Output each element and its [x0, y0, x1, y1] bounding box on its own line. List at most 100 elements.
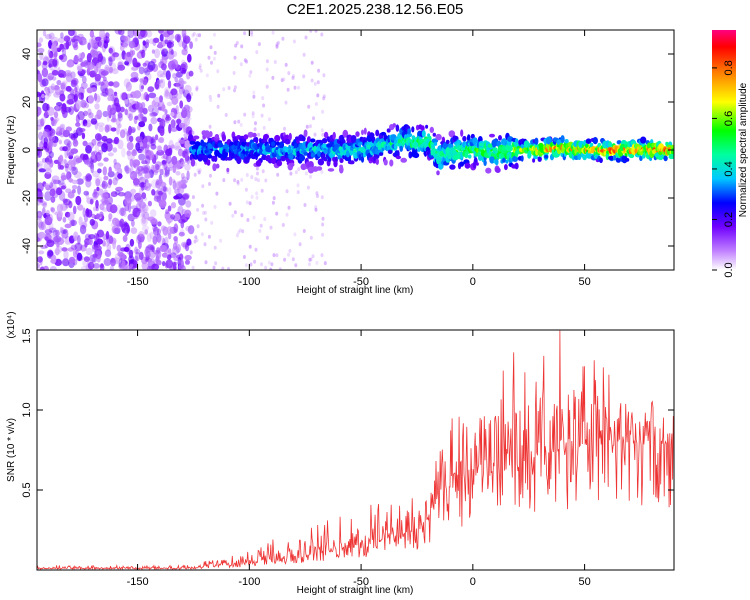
heatmap-cell — [181, 48, 188, 56]
heatmap-cell — [250, 32, 254, 37]
heatmap-cell — [173, 236, 178, 242]
heatmap-cell — [102, 76, 107, 82]
heatmap-cell — [257, 132, 261, 137]
heatmap-cell — [153, 97, 161, 103]
heatmap-cell — [172, 242, 178, 250]
heatmap-cell — [39, 266, 45, 270]
heatmap-cell — [38, 37, 44, 43]
heatmap-cell — [214, 261, 218, 266]
heatmap-cell — [257, 178, 260, 183]
heatmap-cell — [408, 151, 413, 159]
heatmap-cell — [278, 267, 282, 270]
heatmap-cell — [222, 178, 226, 183]
heatmap-cell — [102, 110, 109, 118]
heatmap-cell — [37, 231, 46, 239]
heatmap-cell — [339, 165, 344, 174]
heatmap-cell — [50, 83, 56, 91]
heatmap-cell — [141, 116, 147, 123]
heatmap-cell — [194, 37, 198, 42]
heatmap-cell — [71, 185, 78, 190]
heatmap-cell — [45, 87, 51, 96]
heatmap-cell — [411, 126, 415, 133]
heatmap-cell — [304, 171, 308, 176]
heatmap-cell — [85, 247, 93, 256]
heatmap-cell — [412, 152, 420, 159]
heatmap-cell — [248, 244, 252, 249]
heatmap-cell — [48, 52, 54, 59]
heatmap-cell — [323, 149, 328, 154]
heatmap-cell — [145, 39, 150, 45]
heatmap-cell — [532, 158, 536, 163]
heatmap-cell — [164, 91, 173, 100]
heatmap-cell — [166, 41, 174, 49]
heatmap-cell — [243, 58, 247, 63]
heatmap-cell — [185, 259, 190, 265]
heatmap-cell — [112, 217, 119, 226]
heatmap-cell — [208, 182, 211, 186]
heatmap-cell — [103, 258, 112, 266]
snr-background — [37, 330, 674, 570]
heatmap-cell — [189, 41, 194, 49]
heatmap-cell — [38, 131, 44, 141]
heatmap-cell — [161, 159, 167, 165]
heatmap-cell — [110, 118, 117, 123]
heatmap-cell — [87, 61, 92, 72]
heatmap-cell — [612, 154, 617, 161]
heatmap-cell — [103, 175, 109, 181]
heatmap-cell — [138, 146, 145, 151]
heatmap-cell — [135, 234, 142, 244]
heatmap-cell — [52, 138, 58, 148]
heatmap-cell — [243, 134, 249, 140]
snr-series-line — [37, 330, 674, 570]
heatmap-cell — [240, 177, 244, 182]
heatmap-cell — [395, 155, 402, 160]
heatmap-cell — [271, 75, 275, 80]
heatmap-cell — [489, 133, 495, 138]
heatmap-cell — [269, 267, 273, 270]
heatmap-cell — [47, 145, 53, 154]
heatmap-cell — [246, 218, 250, 222]
heatmap-cell — [203, 210, 207, 215]
heatmap-cell — [265, 67, 269, 72]
heatmap-cell — [171, 88, 179, 99]
heatmap-cell — [51, 43, 57, 53]
heatmap-cell — [100, 91, 108, 97]
heatmap-cell — [128, 41, 136, 49]
heatmap-cell — [150, 244, 155, 251]
heatmap-cell — [250, 30, 253, 35]
heatmap-cell — [64, 149, 69, 159]
heatmap-cell — [146, 265, 154, 270]
heatmap-cell — [279, 141, 285, 149]
heatmap-cell — [174, 188, 180, 195]
heatmap-cell — [252, 94, 256, 99]
heatmap-cell — [164, 87, 170, 95]
heatmap-cell — [270, 262, 274, 267]
heatmap-cell — [159, 78, 166, 89]
heatmap-cell — [161, 252, 168, 258]
heatmap-cell — [256, 171, 259, 176]
heatmap-cell — [45, 209, 50, 216]
heatmap-cell — [320, 253, 324, 258]
snr-y-axis: 0.5 1.0 1.5 — [21, 328, 674, 498]
heatmap-cell — [193, 172, 197, 177]
heatmap-cell — [99, 211, 104, 218]
heatmap-cell — [125, 164, 130, 175]
x-tick-label: -100 — [238, 576, 260, 588]
heatmap-cell — [100, 33, 107, 38]
heatmap-cell — [41, 78, 49, 87]
heatmap-cell — [239, 62, 243, 67]
heatmap-cell — [67, 147, 72, 152]
heatmap-cell — [358, 154, 362, 161]
colorbar-label: Normalized spectral amplitude — [738, 82, 749, 217]
heatmap-cell — [145, 94, 150, 102]
heatmap-cell — [159, 127, 165, 137]
heatmap-cell — [262, 125, 266, 130]
heatmap-cell — [172, 261, 177, 270]
heatmap-cell — [203, 242, 207, 247]
heatmap-cell — [82, 207, 86, 218]
heatmap-cell — [106, 112, 111, 122]
heatmap-cell — [129, 50, 134, 58]
heatmap-cell — [178, 259, 184, 269]
heatmap-cell — [234, 43, 238, 48]
heatmap-cell — [298, 154, 306, 162]
